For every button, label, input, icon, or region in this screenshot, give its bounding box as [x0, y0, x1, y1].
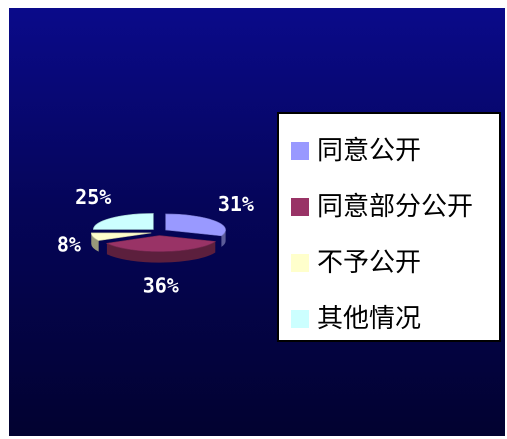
pie-slice-side-not-public	[91, 232, 99, 252]
pie-slice-other	[93, 213, 154, 230]
legend-item-not-public: 不予公开	[291, 248, 421, 278]
slide-background: 31% 36% 8% 25% 同意公开 同意部分公开 不予公开 其他情况	[9, 8, 505, 436]
legend-label-other: 其他情况	[317, 304, 422, 334]
legend-item-partial-public: 同意部分公开	[291, 192, 473, 222]
legend-item-other: 其他情况	[291, 304, 421, 334]
pie-chart: 31% 36% 8% 25%	[57, 185, 254, 298]
pie-slice-partial-public	[105, 235, 217, 252]
data-label-agree-public: 31%	[218, 192, 254, 216]
data-label-not-public: 8%	[57, 232, 81, 256]
data-label-other: 25%	[75, 185, 111, 209]
legend-item-agree-public: 同意公开	[291, 136, 421, 166]
legend-label-agree-public: 同意公开	[317, 136, 422, 166]
legend-swatch-agree-public	[291, 142, 309, 160]
pie-slice-not-public	[90, 232, 152, 241]
chart-legend: 同意公开 同意部分公开 不予公开 其他情况	[277, 112, 501, 342]
legend-swatch-other	[291, 310, 309, 328]
legend-swatch-not-public	[291, 254, 309, 272]
data-label-partial-public: 36%	[143, 274, 179, 298]
pie-slice-side-agree-public	[221, 229, 226, 247]
pie-slice-side-partial-public	[106, 241, 216, 263]
legend-label-partial-public: 同意部分公开	[317, 192, 474, 222]
legend-label-not-public: 不予公开	[317, 248, 422, 278]
pie-slice-agree-public	[165, 213, 226, 237]
legend-swatch-partial-public	[291, 198, 309, 216]
